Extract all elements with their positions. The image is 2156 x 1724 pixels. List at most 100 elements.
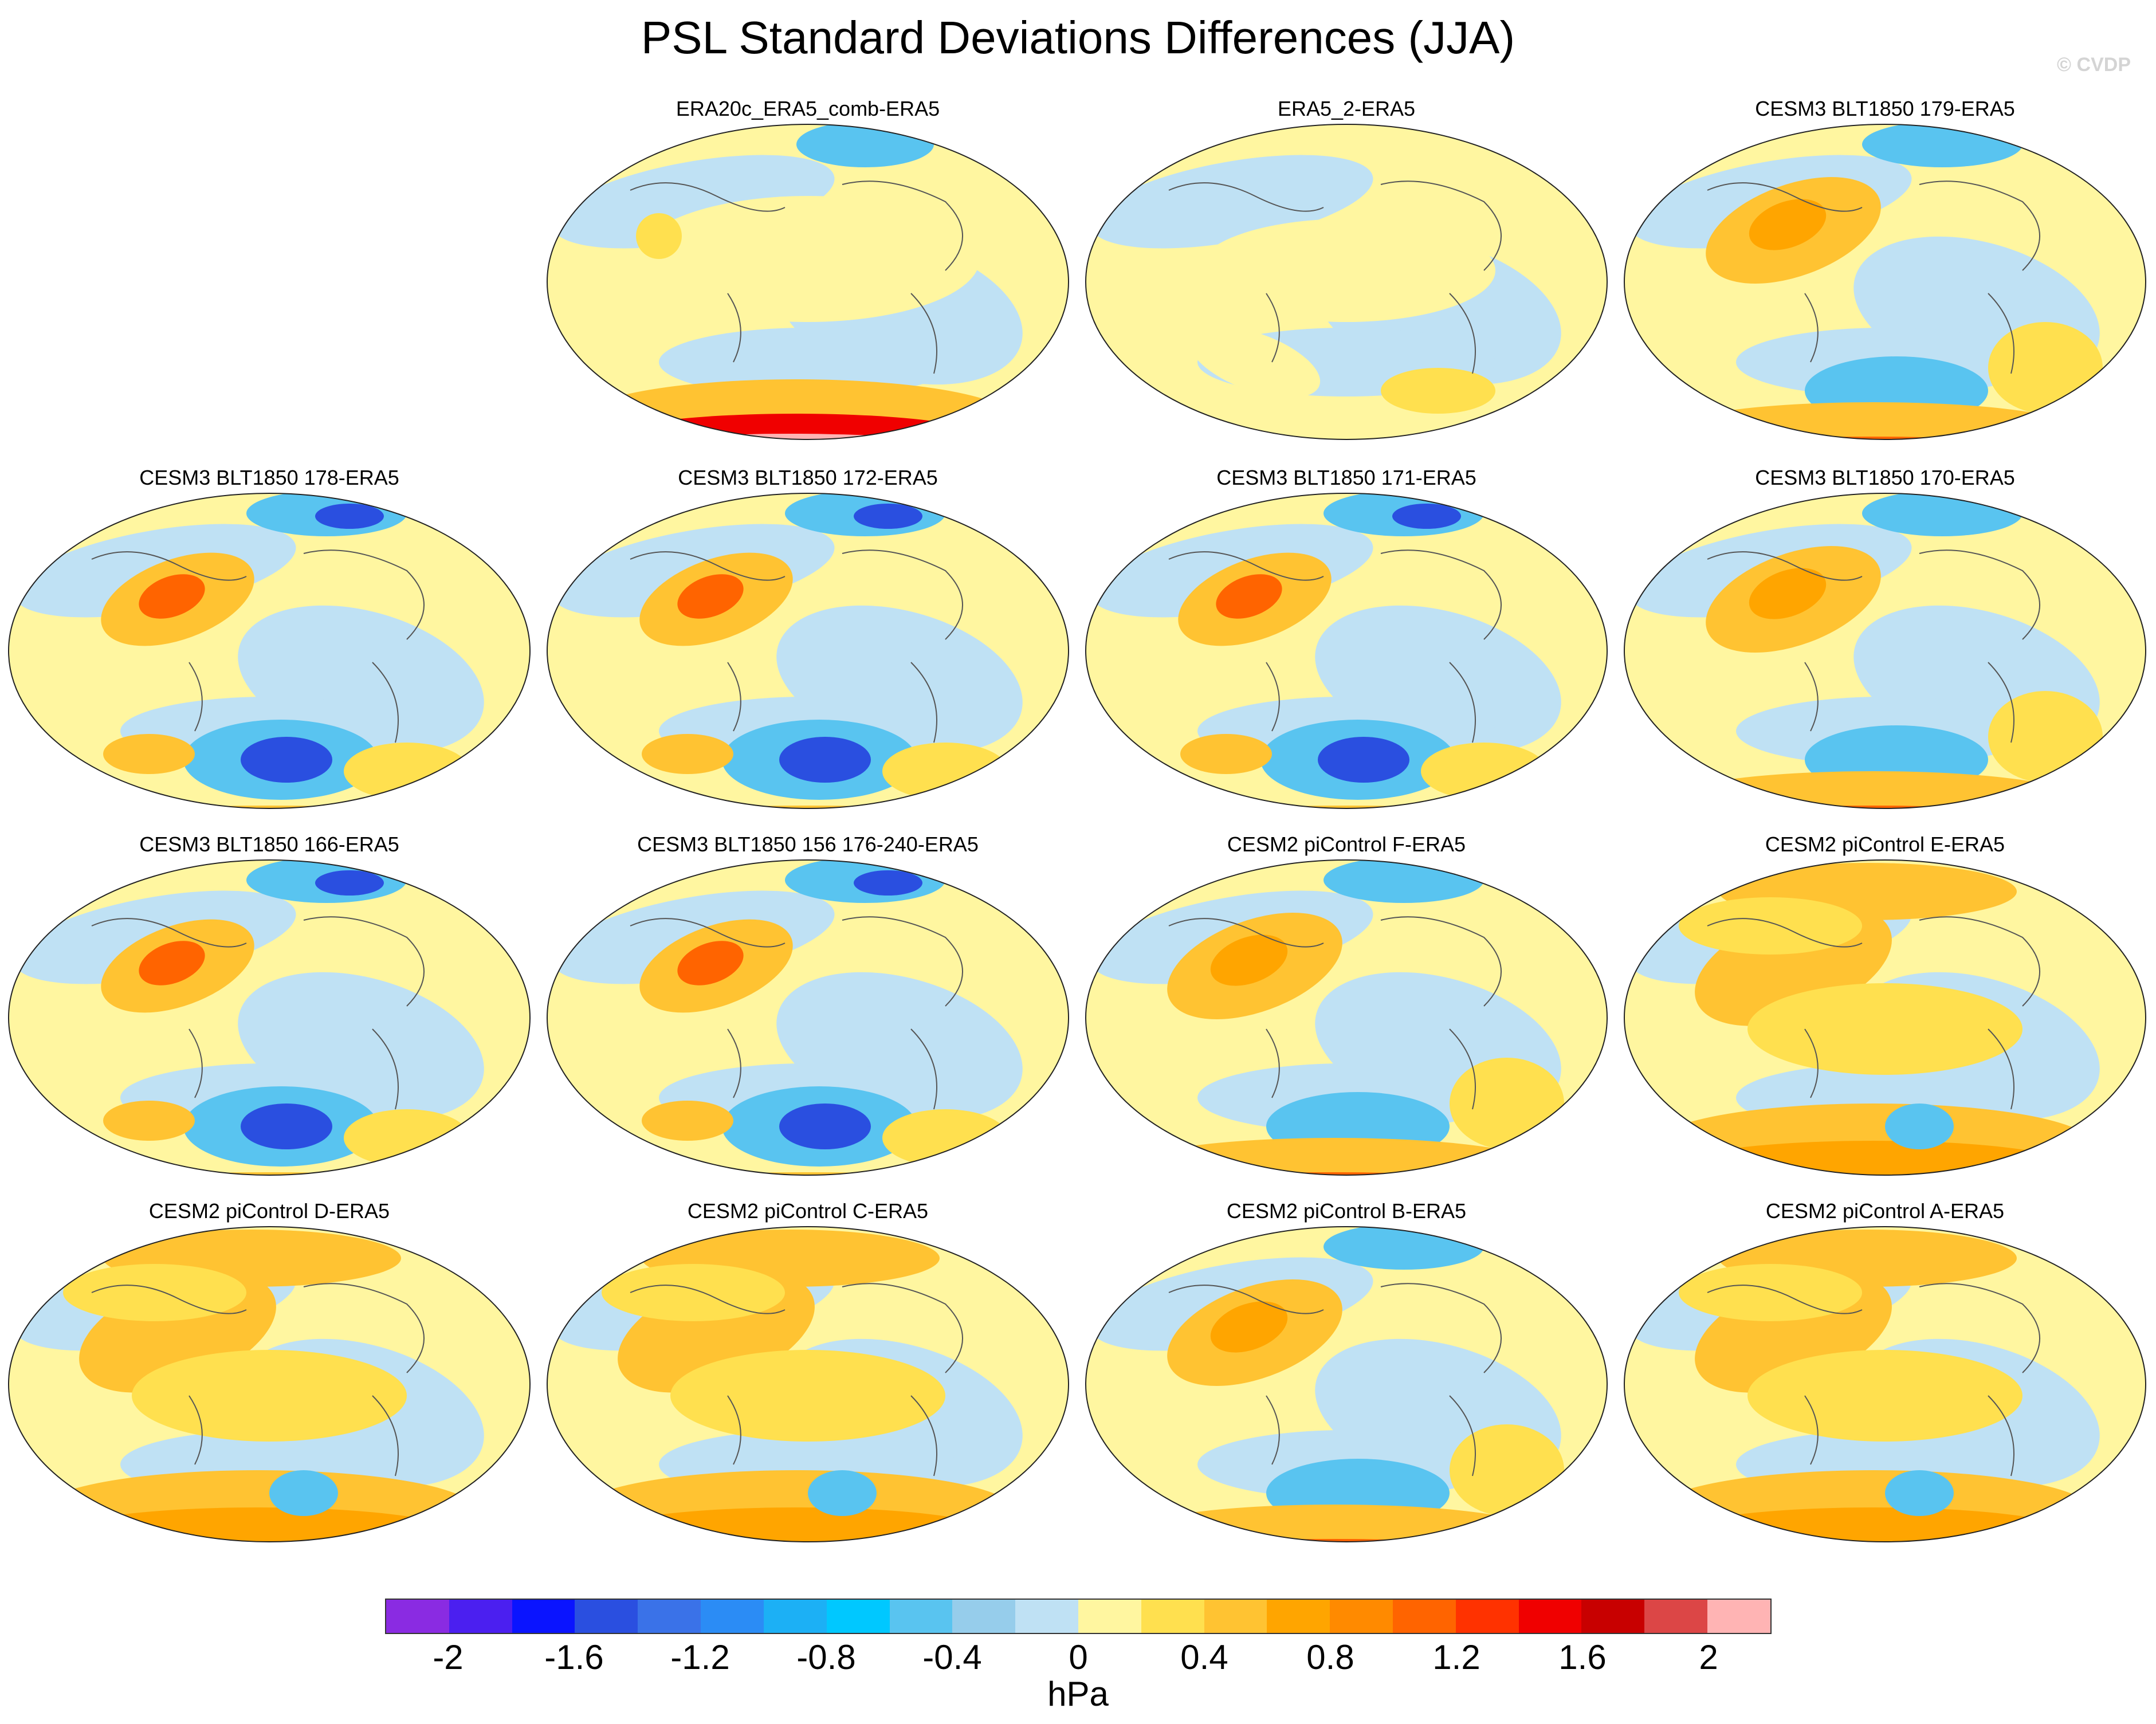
anomaly-patch	[607, 434, 974, 439]
colorbar-swatch	[952, 1600, 1016, 1633]
anomaly-patch	[1381, 368, 1495, 414]
world-map	[547, 1226, 1069, 1545]
map-border	[1624, 859, 2146, 1176]
credit-watermark: © CVDP	[2057, 54, 2131, 76]
anomaly-patch	[315, 870, 384, 896]
anomaly-patch	[1197, 219, 1495, 322]
anomaly-patch	[1679, 1542, 2068, 1545]
anomaly-patch	[1747, 983, 2023, 1075]
panel-title: CESM2 piControl A-ERA5	[1765, 1199, 2005, 1223]
anomaly-patch	[1679, 1264, 1862, 1321]
anomaly-patch	[642, 734, 733, 774]
anomaly-patch	[1421, 743, 1547, 800]
coastline	[630, 916, 963, 1110]
anomaly-patch	[1129, 1138, 1541, 1175]
panel-title: CESM2 piControl C-ERA5	[687, 1199, 929, 1223]
coastline	[1168, 1283, 1502, 1476]
anomaly-patch	[1210, 934, 1288, 986]
colorbar-swatch	[826, 1600, 890, 1633]
map-border	[1085, 1226, 1608, 1542]
coastline	[1168, 916, 1502, 1110]
anomaly-patch	[590, 1507, 1003, 1542]
panel-title: ERA5_2-ERA5	[1277, 97, 1416, 120]
colorbar-tick-label: -0.8	[796, 1638, 856, 1676]
anomaly-patch	[344, 743, 470, 800]
colorbar-ticks: -2 -1.6 -1.2 -0.8 -0.4 0 0.4 0.8 1.2 1.6 2	[0, 1637, 2156, 1683]
colorbar-swatch	[1455, 1600, 1519, 1633]
colorbar-swatch	[889, 1600, 953, 1633]
map-border	[1624, 1226, 2146, 1542]
panel-title: CESM2 piControl F-ERA5	[1227, 832, 1466, 856]
panel-title: ERA20c_ERA5_comb-ERA5	[676, 97, 940, 120]
anomaly-patch	[602, 1542, 991, 1545]
map-border	[1624, 493, 2146, 809]
anomaly-patch	[1210, 1301, 1288, 1353]
colorbar-tick-label: 1.6	[1558, 1638, 1607, 1676]
coastline	[91, 916, 425, 1110]
panel-title: CESM3 BLT1850 166-ERA5	[139, 832, 399, 856]
colorbar-units: hPa	[1047, 1675, 1109, 1713]
panel-title: CESM3 BLT1850 171-ERA5	[1216, 466, 1476, 489]
world-map	[1085, 1226, 1608, 1542]
anomaly-patch	[1180, 734, 1272, 774]
anomaly-patch	[677, 574, 744, 619]
anomaly-patch	[344, 1109, 470, 1167]
colorbar-swatch	[1078, 1600, 1141, 1633]
map-panel: CESM2 piControl C-ERA5	[539, 1199, 1077, 1554]
colorbar-swatch	[512, 1600, 575, 1633]
colorbar-tick-label: 0.4	[1180, 1638, 1228, 1676]
world-map	[8, 493, 531, 809]
anomaly-patch	[1885, 1470, 1954, 1516]
colorbar-swatch	[575, 1600, 638, 1633]
map-panel: CESM2 piControl E-ERA5	[1616, 832, 2154, 1187]
anomaly-patch	[269, 1470, 338, 1516]
colorbar-swatch	[1267, 1600, 1330, 1633]
world-map	[1624, 859, 2146, 1176]
map-panel: CESM2 piControl B-ERA5	[1077, 1199, 1616, 1554]
anomaly-patch	[1392, 504, 1461, 529]
map-border	[1624, 124, 2146, 440]
world-map	[547, 124, 1069, 440]
coastline	[1168, 180, 1502, 374]
map-border	[8, 859, 531, 1176]
colorbar-swatch	[1581, 1600, 1645, 1633]
world-map	[1085, 493, 1608, 809]
colorbar-swatch	[1141, 1600, 1204, 1633]
map-panel: ERA20c_ERA5_comb-ERA5	[539, 96, 1077, 451]
colorbar-swatch	[1518, 1600, 1582, 1633]
colorbar-swatch	[1393, 1600, 1456, 1633]
panel-title: CESM3 BLT1850 178-ERA5	[139, 466, 399, 489]
colorbar-swatch	[1644, 1600, 1708, 1633]
anomaly-patch	[882, 1109, 1008, 1167]
world-map	[1085, 859, 1608, 1176]
map-panel: CESM3 BLT1850 171-ERA5	[1077, 465, 1616, 820]
colorbar-swatch	[701, 1600, 764, 1633]
world-map	[8, 859, 531, 1176]
colorbar-tick-label: 0.8	[1306, 1638, 1354, 1676]
world-map	[547, 493, 1069, 809]
map-border	[547, 124, 1069, 440]
anomaly-patch	[779, 737, 871, 783]
panel-title: CESM3 BLT1850 172-ERA5	[678, 466, 938, 489]
map-border	[547, 493, 1069, 809]
panel-title: CESM3 BLT1850 156 176-240-ERA5	[637, 832, 979, 856]
world-map	[1624, 1226, 2146, 1545]
anomaly-patch	[808, 1470, 877, 1516]
coastline	[630, 1283, 963, 1476]
map-panel: CESM2 piControl A-ERA5	[1616, 1199, 2154, 1554]
anomaly-patch	[882, 743, 1008, 800]
colorbar-tick-label: -2	[433, 1638, 464, 1676]
colorbar-swatch	[1015, 1600, 1078, 1633]
anomaly-patch	[139, 574, 205, 619]
coastline	[1707, 549, 2040, 743]
anomaly-patch	[1988, 322, 2103, 414]
map-border	[1085, 493, 1608, 809]
anomaly-patch	[1667, 1507, 2080, 1542]
anomaly-patch	[659, 328, 957, 396]
anomaly-patch	[52, 1507, 464, 1542]
anomaly-patch	[1318, 737, 1409, 783]
map-panel: ERA5_2-ERA5	[1077, 96, 1616, 451]
colorbar-swatch	[638, 1600, 701, 1633]
map-panel: CESM2 piControl F-ERA5	[1077, 832, 1616, 1187]
colorbar-swatch	[386, 1600, 449, 1633]
